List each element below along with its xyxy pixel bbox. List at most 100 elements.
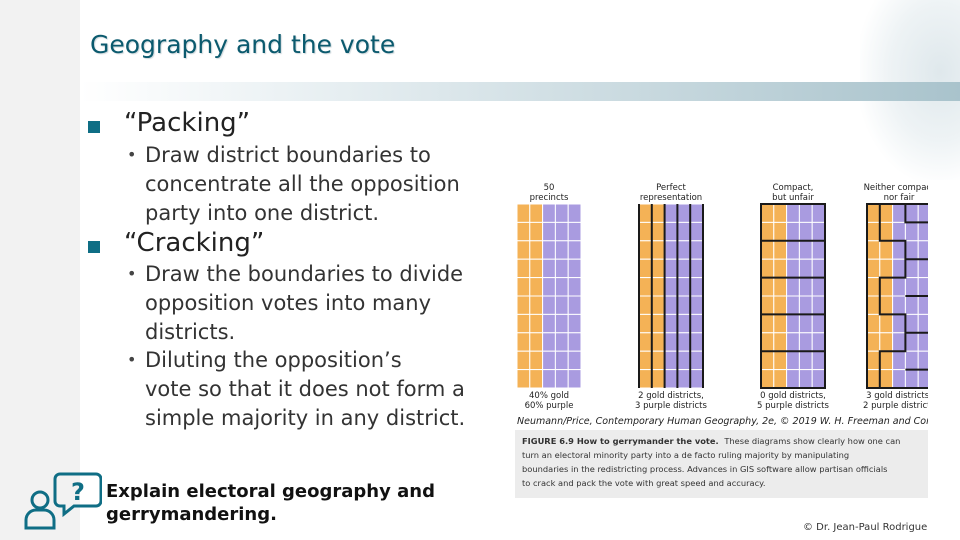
figure-caption-box xyxy=(515,430,928,498)
district-boundary xyxy=(866,203,928,389)
precinct-cell xyxy=(676,277,691,297)
precinct-cell xyxy=(866,240,881,260)
precinct-cell xyxy=(811,369,826,389)
precinct-cell xyxy=(651,203,666,223)
sub-bullet-dot: • xyxy=(127,350,137,369)
precinct-cell xyxy=(798,332,813,352)
precinct-cell xyxy=(760,240,775,260)
sub-bullet-cracking-1: Draw the boundaries to divide opposition… xyxy=(145,260,463,347)
precinct-cell xyxy=(664,258,678,279)
precinct-cell xyxy=(773,313,788,334)
precinct-cell xyxy=(773,332,788,352)
precinct-cell xyxy=(542,350,556,371)
precinct-cell xyxy=(917,277,928,297)
sub-bullet-dot: • xyxy=(127,264,137,283)
precinct-cell xyxy=(542,277,556,297)
precinct-cell xyxy=(892,332,906,352)
precinct-cell xyxy=(554,295,569,315)
precinct-cell xyxy=(567,277,582,297)
precinct-cell xyxy=(798,258,813,279)
precinct-cell xyxy=(892,258,906,279)
precinct-cell xyxy=(917,332,928,352)
precinct-cell xyxy=(554,313,569,334)
precinct-cell xyxy=(811,350,826,371)
copyright-credit: © Dr. Jean-Paul Rodrigue xyxy=(803,522,928,533)
precinct-cell xyxy=(760,203,775,223)
panel-footer: 5 purple districts xyxy=(757,401,829,411)
precinct-cell xyxy=(516,350,531,371)
precinct-cell xyxy=(798,313,813,334)
precinct-cell xyxy=(651,313,666,334)
precinct-cell xyxy=(866,369,881,389)
panel-header: Perfect xyxy=(656,183,686,193)
precinct-cell xyxy=(567,240,582,260)
panel-header: representation xyxy=(640,193,702,203)
precinct-cell xyxy=(676,369,691,389)
precinct-cell xyxy=(773,350,788,371)
text-line: Draw district boundaries to xyxy=(145,143,431,167)
panel-header: nor fair xyxy=(884,193,915,203)
precinct-cell xyxy=(542,203,556,223)
precinct-cell xyxy=(664,240,678,260)
precinct-cell xyxy=(529,240,544,260)
precinct-cell xyxy=(689,240,704,260)
precinct-cell xyxy=(760,369,775,389)
precinct-cell xyxy=(542,313,556,334)
precinct-grid-2 xyxy=(638,203,704,389)
precinct-cell xyxy=(786,332,800,352)
precinct-cell xyxy=(664,221,678,242)
precinct-cell xyxy=(554,277,569,297)
left-sidebar-band xyxy=(0,0,80,540)
precinct-cell xyxy=(554,332,569,352)
precinct-cell xyxy=(516,313,531,334)
precinct-cell xyxy=(651,369,666,389)
precinct-cell xyxy=(554,203,569,223)
figure-source-credit: Neumann/Price, Contemporary Human Geogra… xyxy=(517,416,928,427)
panel-header: but unfair xyxy=(772,193,814,203)
precinct-cell xyxy=(554,221,569,242)
precinct-cell xyxy=(651,277,666,297)
precinct-cell xyxy=(760,332,775,352)
precinct-cell xyxy=(904,332,919,352)
precinct-cell xyxy=(879,240,894,260)
precinct-cell xyxy=(786,240,800,260)
precinct-cell xyxy=(798,240,813,260)
precinct-cell xyxy=(542,332,556,352)
precinct-cell xyxy=(786,295,800,315)
precinct-cell xyxy=(554,240,569,260)
precinct-cell xyxy=(676,203,691,223)
precinct-cell xyxy=(798,221,813,242)
precinct-cell xyxy=(676,350,691,371)
precinct-cell xyxy=(651,350,666,371)
district-boundary xyxy=(760,203,826,389)
precinct-cell xyxy=(879,350,894,371)
precinct-cell xyxy=(798,369,813,389)
precinct-cell xyxy=(676,313,691,334)
precinct-cell xyxy=(529,350,544,371)
precinct-cell xyxy=(786,277,800,297)
precinct-cell xyxy=(567,332,582,352)
text-line: districts. xyxy=(145,320,236,344)
sub-bullet-cracking-2: Diluting the opposition’s vote so that i… xyxy=(145,346,465,433)
precinct-cell xyxy=(904,221,919,242)
panel-footer: 60% purple xyxy=(525,401,574,411)
slide-title: Geography and the vote xyxy=(90,30,396,59)
precinct-cell xyxy=(554,258,569,279)
precinct-cell xyxy=(798,295,813,315)
precinct-cell xyxy=(529,332,544,352)
text-line: opposition votes into many xyxy=(145,291,432,315)
text-line: concentrate all the opposition xyxy=(145,172,460,196)
precinct-cell xyxy=(638,221,653,242)
bullet-marker-2 xyxy=(88,241,100,253)
precinct-cell xyxy=(516,369,531,389)
precinct-cell xyxy=(638,203,653,223)
precinct-cell xyxy=(567,369,582,389)
panel-header: Neither compact xyxy=(864,183,928,193)
precinct-cell xyxy=(904,277,919,297)
figure-caption-line: boundaries in the redistricting process.… xyxy=(522,464,888,474)
precinct-cell xyxy=(676,332,691,352)
precinct-cell xyxy=(529,203,544,223)
precinct-cell xyxy=(786,258,800,279)
precinct-cell xyxy=(773,295,788,315)
precinct-cell xyxy=(689,295,704,315)
